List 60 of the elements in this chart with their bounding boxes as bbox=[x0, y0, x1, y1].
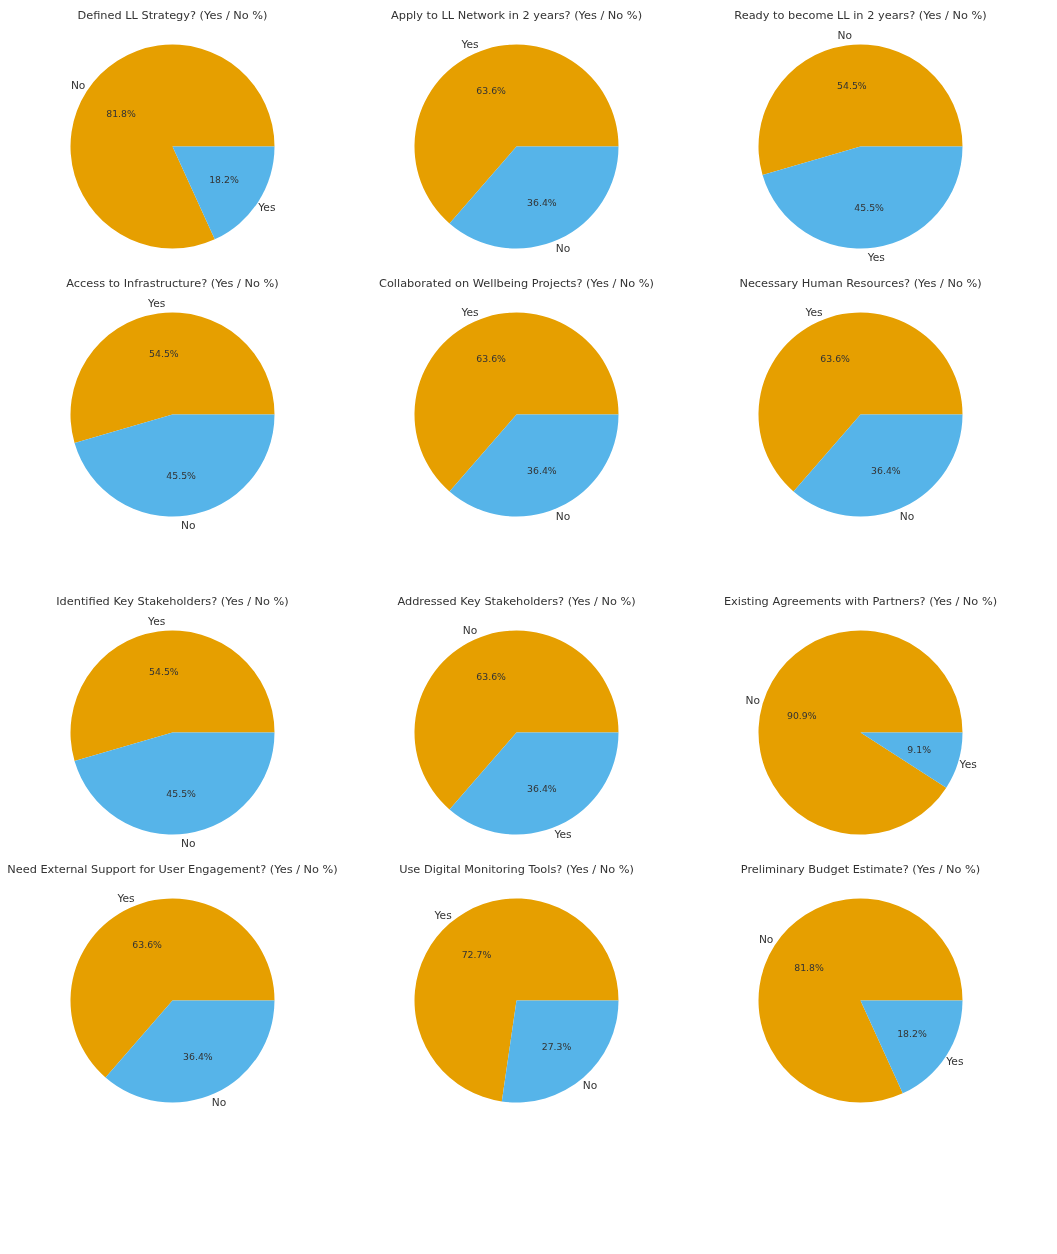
data-label: 36.4% bbox=[527, 782, 557, 794]
chart-title: Identified Key Stakeholders? (Yes / No %) bbox=[56, 593, 289, 608]
slice-label: Yes bbox=[804, 305, 824, 319]
slice-label: Yes bbox=[553, 828, 573, 842]
data-label: 45.5% bbox=[166, 469, 197, 481]
slice-label: No bbox=[181, 519, 196, 533]
data-label: 18.2% bbox=[209, 174, 239, 186]
slice-label: No bbox=[211, 1096, 227, 1110]
slice-label: No bbox=[70, 79, 86, 93]
chart-title: Collaborated on Wellbeing Projects? (Yes / No %) bbox=[379, 275, 654, 290]
slice-label: Yes bbox=[460, 37, 480, 51]
slice-label: No bbox=[582, 1078, 598, 1092]
chart-title: Addressed Key Stakeholders? (Yes / No %) bbox=[397, 593, 636, 608]
data-label: 36.4% bbox=[527, 196, 557, 208]
data-label: 54.5% bbox=[837, 80, 867, 92]
chart-title: Access to Infrastructure? (Yes / No %) bbox=[66, 275, 279, 290]
chart-title: Use Digital Monitoring Tools? (Yes / No %) bbox=[399, 861, 634, 876]
data-label: 9.1% bbox=[907, 744, 932, 756]
slice-label: Yes bbox=[257, 200, 276, 214]
data-label: 63.6% bbox=[820, 353, 851, 365]
slice-label: Yes bbox=[433, 909, 453, 923]
data-label: 63.6% bbox=[476, 85, 507, 97]
data-label: 72.7% bbox=[461, 948, 492, 960]
data-label: 63.6% bbox=[132, 939, 163, 951]
data-label: 90.9% bbox=[786, 709, 817, 721]
slice-label: No bbox=[837, 28, 852, 42]
chart-title: Need External Support for User Engagement? (Yes / No %) bbox=[7, 861, 338, 876]
data-label: 36.4% bbox=[871, 464, 901, 476]
data-label: 45.5% bbox=[166, 787, 197, 799]
slice-label: Yes bbox=[958, 757, 978, 771]
data-label: 36.4% bbox=[183, 1050, 213, 1062]
chart-title: Defined LL Strategy? (Yes / No %) bbox=[77, 7, 268, 22]
data-label: 45.5% bbox=[854, 201, 885, 213]
data-label: 81.8% bbox=[106, 107, 136, 119]
data-label: 54.5% bbox=[149, 666, 179, 678]
chart-title: Apply to LL Network in 2 years? (Yes / No %) bbox=[390, 7, 643, 22]
slice-label: No bbox=[181, 837, 196, 851]
slice-label: No bbox=[462, 623, 478, 637]
slice-label: Yes bbox=[866, 251, 886, 265]
slice-label: No bbox=[555, 510, 571, 524]
data-label: 81.8% bbox=[794, 961, 824, 973]
data-label: 54.5% bbox=[149, 348, 179, 360]
data-label: 63.6% bbox=[476, 671, 507, 683]
slice-label: No bbox=[758, 933, 774, 947]
data-label: 27.3% bbox=[541, 1041, 572, 1053]
slice-label: Yes bbox=[147, 296, 166, 310]
chart-title: Necessary Human Resources? (Yes / No %) bbox=[739, 275, 982, 290]
chart-title: Existing Agreements with Partners? (Yes / No %) bbox=[723, 593, 998, 608]
slice-label: No bbox=[745, 694, 761, 708]
chart-title: Preliminary Budget Estimate? (Yes / No %) bbox=[740, 861, 981, 876]
slice-label: Yes bbox=[116, 891, 136, 905]
data-label: 18.2% bbox=[897, 1028, 927, 1040]
slice-label: Yes bbox=[945, 1054, 964, 1068]
slice-label: No bbox=[555, 242, 571, 256]
slice-label: Yes bbox=[460, 305, 480, 319]
data-label: 36.4% bbox=[527, 464, 557, 476]
chart-title: Ready to become LL in 2 years? (Yes / No %) bbox=[734, 7, 987, 22]
slice-label: Yes bbox=[147, 614, 166, 628]
slice-label: No bbox=[899, 510, 915, 524]
data-label: 63.6% bbox=[476, 353, 507, 365]
